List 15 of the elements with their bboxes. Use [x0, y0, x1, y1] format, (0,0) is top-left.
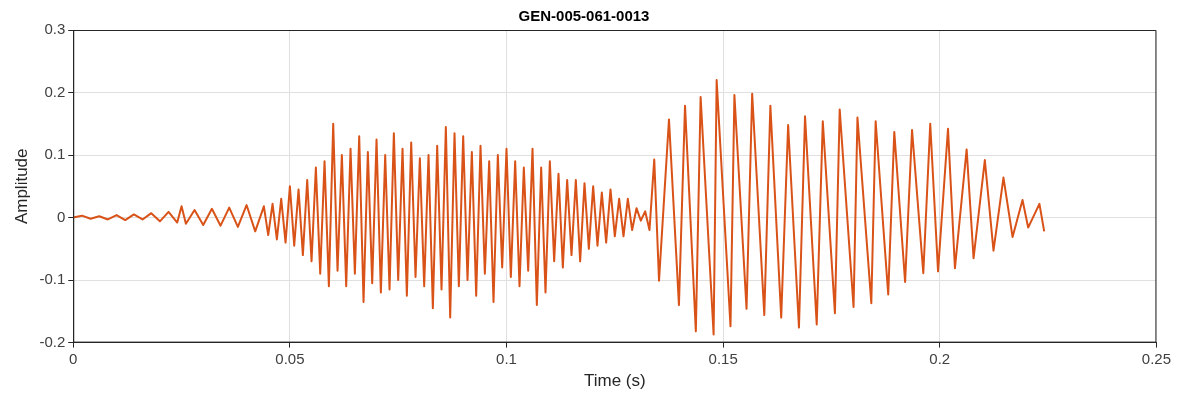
x-tick-label: 0.15: [708, 349, 738, 367]
y-tick-label: -0.1: [39, 270, 66, 288]
x-tick-label: 0.25: [1141, 349, 1171, 367]
x-tick-label: 0.1: [496, 349, 517, 367]
chart-title: GEN-005-061-0013: [518, 7, 650, 25]
y-tick-label: 0.2: [44, 82, 66, 100]
y-tick-label: -0.2: [39, 332, 66, 350]
x-tick-label: 0.2: [929, 349, 951, 367]
y-tick-label: 0.3: [44, 20, 66, 38]
x-axis-title: Time (s): [583, 371, 646, 391]
y-tick-label: 0.1: [44, 145, 66, 163]
y-axis-title: Amplitude: [11, 148, 31, 225]
x-tick-label: 0: [69, 349, 78, 367]
y-tick-label: 0: [56, 207, 66, 225]
x-tick-label: 0.05: [275, 349, 305, 367]
